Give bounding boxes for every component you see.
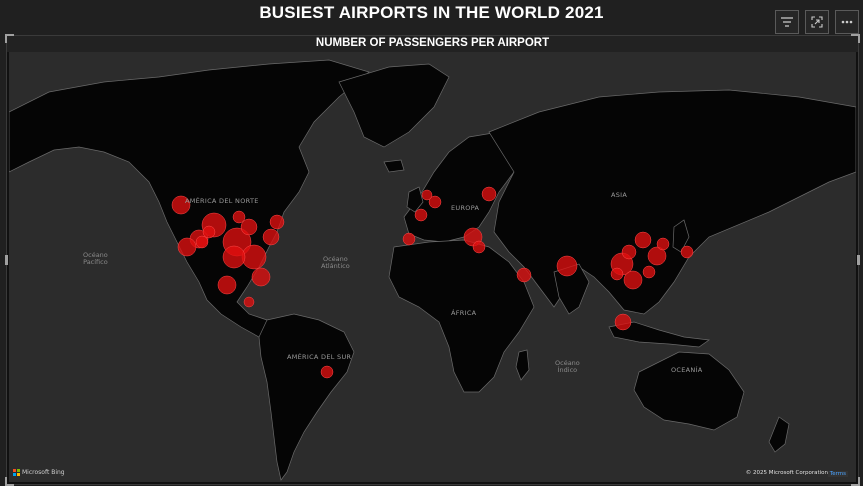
airport-bubble[interactable] [269,214,285,230]
uk-landmass [406,186,424,213]
microsoft-logo-icon [13,469,20,476]
focus-mode-icon[interactable] [805,10,829,34]
visual-toolbar [775,10,859,34]
africa-landmass [388,239,535,393]
airport-bubble[interactable] [243,296,255,308]
new-zealand-landmass [768,416,790,453]
india-landmass [553,263,590,315]
resize-handle[interactable] [5,255,8,265]
airport-bubble[interactable] [262,228,280,246]
bing-label: Microsoft Bing [22,469,65,476]
resize-handle[interactable] [5,34,14,43]
label-oceania: OCEANÍA [671,366,703,374]
airport-bubble[interactable] [642,265,656,279]
label-atlantic: Océano Atlántico [321,256,350,270]
airport-bubble[interactable] [623,270,643,290]
airport-bubble[interactable] [177,237,197,257]
resize-handle[interactable] [857,255,860,265]
airport-bubble[interactable] [621,244,637,260]
airport-bubble[interactable] [610,267,624,281]
resize-handle[interactable] [5,477,14,486]
iceland-landmass [383,159,405,173]
madagascar-landmass [515,349,530,381]
label-atlantic-line1: Océano [322,255,348,263]
airport-bubble[interactable] [647,246,667,266]
report-title: BUSIEST AIRPORTS IN THE WORLD 2021 [259,3,604,22]
airport-bubble[interactable] [481,186,497,202]
airport-bubble[interactable] [171,195,191,215]
label-atlantic-line2: Atlántico [321,262,350,270]
airport-bubble[interactable] [414,208,428,222]
airport-bubble[interactable] [251,267,271,287]
airport-bubble[interactable] [421,189,433,201]
airport-bubble[interactable] [232,210,246,224]
map-visual[interactable]: NUMBER OF PASSENGERS PER AIRPORT [5,34,860,486]
indonesia-landmass [608,321,710,348]
resize-handle[interactable] [851,34,860,43]
airport-bubble[interactable] [217,275,237,295]
label-south-america: AMÉRICA DEL SUR [287,353,352,361]
label-pacific: Océano Pacífico [83,252,108,266]
airport-bubble[interactable] [241,244,267,270]
airport-bubble[interactable] [320,365,334,379]
label-pacific-line2: Pacífico [83,258,108,266]
label-europe: EUROPA [451,204,480,212]
airport-bubble[interactable] [472,240,486,254]
airport-bubble[interactable] [402,232,416,246]
airport-bubble[interactable] [222,245,246,269]
airport-bubble[interactable] [680,245,694,259]
terms-link[interactable]: Terms [827,471,848,477]
airport-bubble[interactable] [556,255,578,277]
more-options-icon[interactable] [835,10,859,34]
label-pacific-line1: Océano [83,251,108,259]
asia-landmass [488,89,856,315]
airport-bubble[interactable] [240,218,258,236]
label-asia: ASIA [611,191,628,199]
japan-landmass [672,219,690,253]
label-africa: ÁFRICA [451,309,477,317]
airport-bubble[interactable] [428,195,442,209]
airport-bubble[interactable] [202,225,216,239]
filter-icon[interactable] [775,10,799,34]
airport-bubble[interactable] [614,313,632,331]
label-indian: Océano Índico [555,360,580,374]
label-indian-line2: Índico [557,366,578,374]
airport-bubbles [171,186,694,379]
map-canvas[interactable]: AMÉRICA DEL NORTE AMÉRICA DEL SUR EUROPA… [9,52,856,482]
bing-attribution: Microsoft Bing [13,469,65,476]
copyright-text: © 2025 Microsoft Corporation [745,470,828,476]
world-map [9,59,856,481]
south-america-landmass [258,313,355,481]
airport-bubble[interactable] [656,237,670,251]
label-north-america: AMÉRICA DEL NORTE [185,197,259,205]
airport-bubble[interactable] [516,267,532,283]
greenland-landmass [338,63,450,148]
resize-handle[interactable] [851,477,860,486]
label-indian-line1: Océano [555,359,580,367]
visual-title: NUMBER OF PASSENGERS PER AIRPORT [7,36,858,52]
europe-landmass [403,131,520,243]
airport-bubble[interactable] [195,235,209,249]
airport-bubble[interactable] [634,231,652,249]
australia-landmass [633,351,745,431]
